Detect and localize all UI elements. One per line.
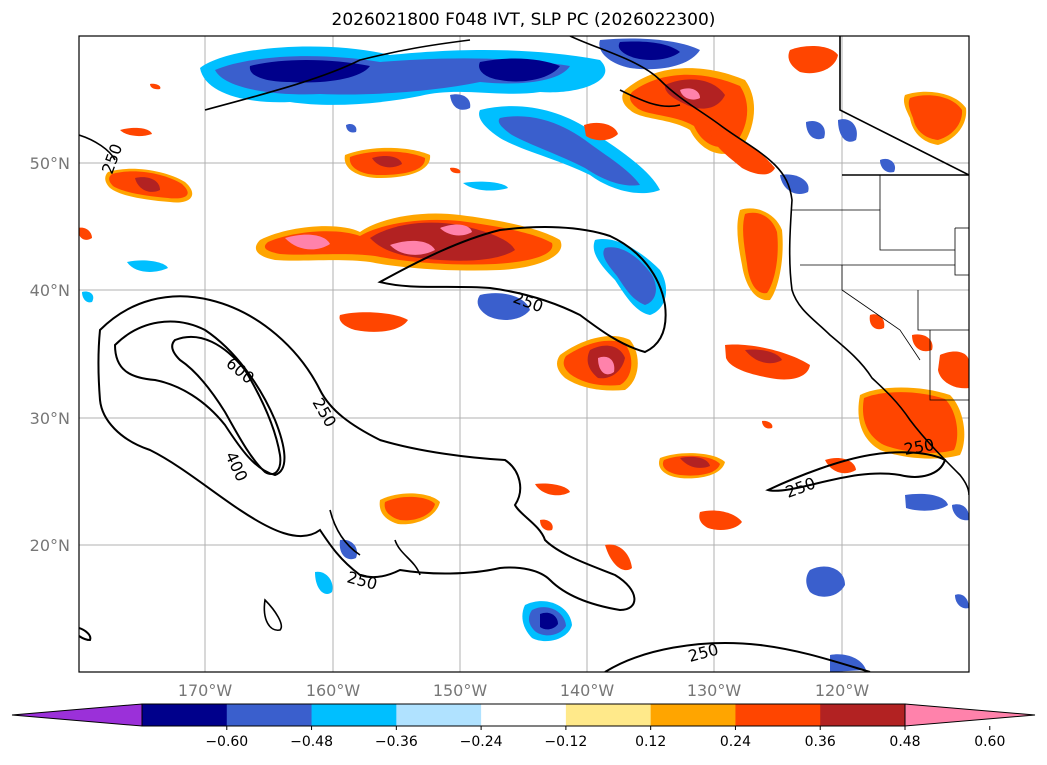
colorbar-tick-label: 0.36 [805, 734, 836, 750]
colorbar-segment [311, 704, 397, 726]
colorbar-tick-label: −0.36 [375, 734, 418, 750]
longitude-labels: 170°W 160°W 150°W 140°W 130°W 120°W [178, 681, 870, 700]
lat-label: 40°N [30, 281, 70, 300]
colorbar-tick-label: −0.12 [544, 734, 587, 750]
lat-label: 20°N [30, 536, 70, 555]
colorbar-tick-label: −0.24 [460, 734, 503, 750]
colorbar-segment [650, 704, 736, 726]
lat-label: 50°N [30, 154, 70, 173]
colorbar-tick-label: 0.48 [889, 734, 920, 750]
lon-label: 140°W [560, 681, 615, 700]
colorbar-segment [226, 704, 313, 726]
colorbar-segment [481, 704, 567, 726]
negative-anomaly-regions [82, 38, 969, 672]
state-borders [792, 175, 969, 401]
colorbar-tick-label: 0.60 [974, 734, 1005, 750]
colorbar-tick-label: −0.60 [205, 734, 248, 750]
colorbar-extend-high [904, 703, 1036, 727]
colorbar-segment [820, 704, 906, 726]
colorbar-tick-label: −0.48 [290, 734, 333, 750]
lon-label: 120°W [815, 681, 870, 700]
colorbar-extend-low [11, 703, 143, 727]
lon-label: 170°W [178, 681, 233, 700]
lat-label: 30°N [30, 409, 70, 428]
colorbar-tick-label: 0.12 [635, 734, 666, 750]
positive-anomaly-regions [79, 45, 969, 571]
latitude-labels: 50°N 40°N 30°N 20°N [30, 154, 70, 555]
lon-label: 160°W [306, 681, 361, 700]
colorbar-segment [565, 704, 652, 726]
lon-label: 130°W [687, 681, 742, 700]
map-title: 2026021800 F048 IVT, SLP PC (2026022300) [331, 10, 716, 30]
coastlines [79, 36, 969, 631]
map-frame [78, 35, 970, 673]
colorbar-tick-label: 0.24 [720, 734, 751, 750]
colorbar-segment [142, 704, 228, 726]
colorbar: −0.60 −0.48 −0.36 −0.24 −0.12 0.12 0.24 0.36 0.4… [11, 703, 1036, 750]
colorbar-outline [141, 703, 906, 727]
lon-label: 150°W [433, 681, 488, 700]
colorbar-segment [735, 704, 821, 726]
slp-contours [79, 226, 947, 672]
colorbar-segment [396, 704, 482, 726]
